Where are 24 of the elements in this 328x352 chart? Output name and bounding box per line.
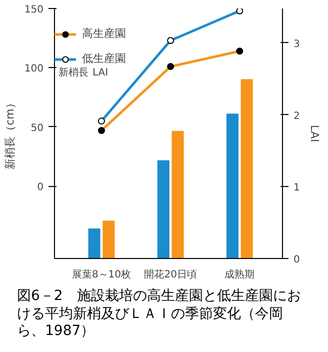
y2-tick-label: 3 bbox=[294, 38, 300, 50]
legend-label: 高生産園 bbox=[82, 26, 126, 41]
x-tick-label: 開花20日頃 bbox=[144, 268, 197, 280]
y2-tick-label: 1 bbox=[294, 182, 300, 194]
x-tick-label: 成熟期 bbox=[224, 268, 255, 280]
bar bbox=[157, 160, 170, 258]
annotation: 新梢長 bbox=[58, 66, 88, 78]
y-tick-label: 150 bbox=[24, 4, 44, 16]
y-tick-label: 0 bbox=[37, 182, 44, 194]
y2-tick-label: 2 bbox=[294, 110, 300, 122]
legend-label: 低生産園 bbox=[82, 51, 126, 66]
text: 図6－2 施設栽培の高生産園と低生産園における平均新梢及びＬＡＩの季節変化（今岡ら、1987） bbox=[17, 288, 302, 340]
annotation: LAI bbox=[92, 68, 108, 78]
bar bbox=[172, 130, 184, 258]
bar bbox=[102, 220, 115, 258]
bar bbox=[88, 228, 100, 258]
y-axis-title: 新梢長（cm） bbox=[3, 98, 16, 170]
y2-axis-title: LAI bbox=[308, 124, 321, 142]
x-tick-label: 展葉8～10枚 bbox=[72, 268, 132, 280]
y2-tick-label: 0 bbox=[294, 254, 300, 266]
bar bbox=[240, 79, 253, 258]
y-tick-label: 100 bbox=[24, 64, 44, 75]
y-tick-label: 50 bbox=[30, 122, 44, 134]
bar bbox=[226, 114, 239, 258]
